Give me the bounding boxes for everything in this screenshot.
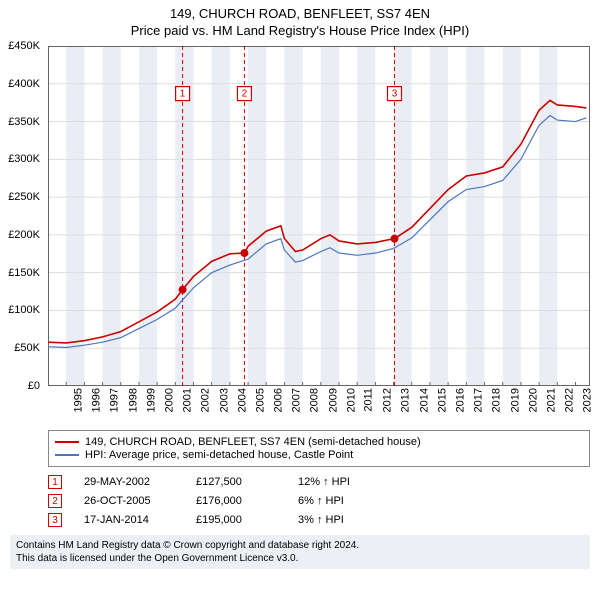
x-tick-label: 2017	[473, 388, 485, 412]
legend-row: 149, CHURCH ROAD, BENFLEET, SS7 4EN (sem…	[55, 436, 583, 448]
x-axis-labels: 1995 1996 1997 1998 1999 2000 2001 2002 2003 2004…	[48, 386, 590, 424]
x-tick-label: 2010	[345, 388, 357, 412]
legend-swatch	[55, 441, 79, 443]
legend-label: 149, CHURCH ROAD, BENFLEET, SS7 4EN (sem…	[85, 436, 421, 448]
x-tick-label: 2007	[291, 388, 303, 412]
x-tick-label: 2005	[254, 388, 266, 412]
x-tick-label: 2016	[454, 388, 466, 412]
sale-diff: 3% ↑ HPI	[298, 514, 378, 526]
x-tick-label: 2008	[309, 388, 321, 412]
title-subtitle: Price paid vs. HM Land Registry's House …	[0, 23, 600, 38]
legend: 149, CHURCH ROAD, BENFLEET, SS7 4EN (sem…	[48, 430, 590, 467]
sale-diff: 12% ↑ HPI	[298, 476, 378, 488]
y-tick-label: £400K	[8, 78, 40, 90]
x-tick-label: 2019	[509, 388, 521, 412]
x-tick-label: 2020	[527, 388, 539, 412]
x-tick-label: 1997	[109, 388, 121, 412]
legend-label: HPI: Average price, semi-detached house,…	[85, 449, 353, 461]
y-tick-label: £350K	[8, 116, 40, 128]
sale-row: 1 29-MAY-2002 £127,500 12% ↑ HPI	[48, 475, 590, 489]
chart-area: £0£50K£100K£150K£200K£250K£300K£350K£400…	[48, 46, 590, 386]
y-tick-label: £50K	[14, 342, 40, 354]
title-address: 149, CHURCH ROAD, BENFLEET, SS7 4EN	[0, 6, 600, 21]
x-tick-label: 2009	[327, 388, 339, 412]
x-tick-label: 2012	[382, 388, 394, 412]
x-tick-label: 1996	[91, 388, 103, 412]
x-tick-label: 2001	[182, 388, 194, 412]
sale-marker-icon: 1	[48, 475, 62, 489]
svg-text:3: 3	[392, 89, 398, 100]
footer-line2: This data is licensed under the Open Gov…	[16, 552, 584, 565]
footer-line1: Contains HM Land Registry data © Crown c…	[16, 539, 584, 552]
sale-price: £176,000	[196, 495, 276, 507]
sale-price: £195,000	[196, 514, 276, 526]
chart-title-block: 149, CHURCH ROAD, BENFLEET, SS7 4EN Pric…	[0, 0, 600, 42]
y-tick-label: £300K	[8, 153, 40, 165]
x-tick-label: 1995	[72, 388, 84, 412]
x-tick-label: 2022	[564, 388, 576, 412]
legend-swatch	[55, 454, 79, 456]
y-tick-label: £100K	[8, 304, 40, 316]
sale-price: £127,500	[196, 476, 276, 488]
x-tick-label: 2000	[163, 388, 175, 412]
y-tick-label: £150K	[8, 267, 40, 279]
x-tick-label: 2003	[218, 388, 230, 412]
y-tick-label: £200K	[8, 229, 40, 241]
sale-row: 2 26-OCT-2005 £176,000 6% ↑ HPI	[48, 494, 590, 508]
x-tick-label: 2006	[273, 388, 285, 412]
chart-plot: 1 2 3	[48, 46, 590, 386]
sale-date: 17-JAN-2014	[84, 514, 174, 526]
y-tick-label: £250K	[8, 191, 40, 203]
svg-text:2: 2	[242, 89, 248, 100]
x-tick-label: 2021	[545, 388, 557, 412]
x-tick-label: 2004	[236, 388, 248, 412]
x-tick-label: 2023	[582, 388, 594, 412]
sale-marker-icon: 2	[48, 494, 62, 508]
y-tick-label: £450K	[8, 40, 40, 52]
sale-diff: 6% ↑ HPI	[298, 495, 378, 507]
sale-row: 3 17-JAN-2014 £195,000 3% ↑ HPI	[48, 513, 590, 527]
svg-text:1: 1	[180, 89, 186, 100]
sale-date: 29-MAY-2002	[84, 476, 174, 488]
x-tick-label: 2013	[400, 388, 412, 412]
x-tick-label: 2014	[418, 388, 430, 412]
x-tick-label: 2015	[436, 388, 448, 412]
x-tick-label: 2018	[491, 388, 503, 412]
attribution-footer: Contains HM Land Registry data © Crown c…	[10, 535, 590, 569]
x-tick-label: 2011	[363, 388, 375, 412]
x-tick-label: 2002	[200, 388, 212, 412]
y-axis-labels: £0£50K£100K£150K£200K£250K£300K£350K£400…	[0, 46, 44, 386]
legend-row: HPI: Average price, semi-detached house,…	[55, 449, 583, 461]
x-tick-label: 1998	[127, 388, 139, 412]
sale-marker-icon: 3	[48, 513, 62, 527]
sale-date: 26-OCT-2005	[84, 495, 174, 507]
x-tick-label: 1999	[145, 388, 157, 412]
y-tick-label: £0	[28, 380, 40, 392]
sales-table: 1 29-MAY-2002 £127,500 12% ↑ HPI 2 26-OCT-200…	[48, 475, 590, 527]
